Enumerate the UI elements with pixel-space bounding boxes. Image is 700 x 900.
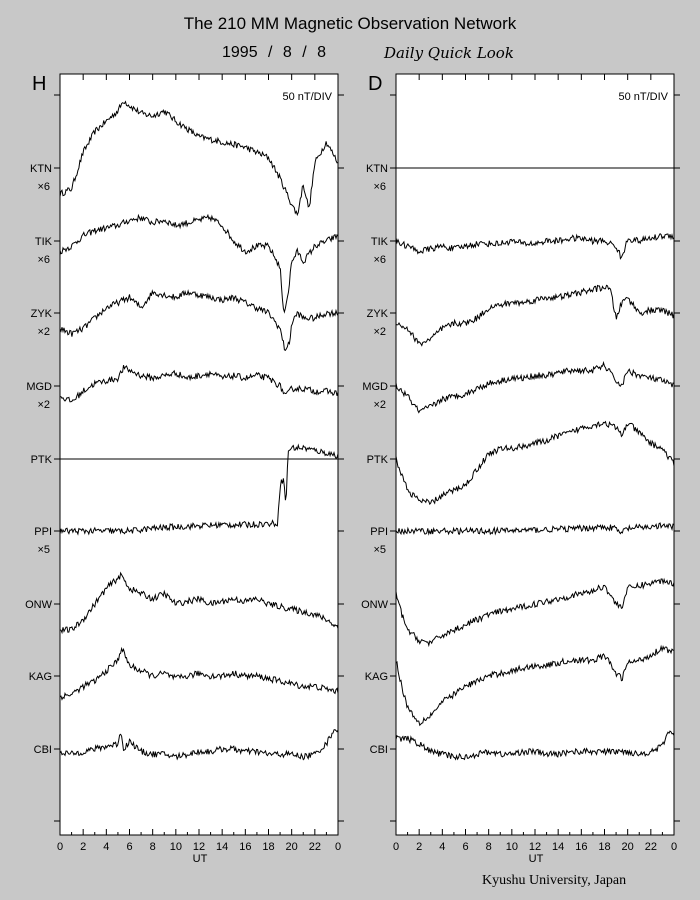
- station-multiplier: ×2: [373, 399, 386, 411]
- chart-date: 1995 / 8 / 8: [222, 44, 327, 61]
- station-multiplier: ×6: [373, 254, 386, 266]
- station-label-kag: KAG: [365, 671, 388, 683]
- x-tick-label: 20: [622, 841, 634, 853]
- x-tick-label: 22: [645, 841, 657, 853]
- station-label-zyk: ZYK: [31, 308, 53, 320]
- trace-zyk: [395, 284, 675, 347]
- scale-label: 50 nT/DIV: [282, 91, 332, 103]
- station-label-ppi: PPI: [34, 526, 52, 538]
- panel-frame: [395, 73, 675, 836]
- x-tick-label: 2: [80, 841, 86, 853]
- x-tick-label: 14: [552, 841, 564, 853]
- x-tick-label: 6: [462, 841, 468, 853]
- x-tick-label: 12: [193, 841, 205, 853]
- x-tick-label: 16: [239, 841, 251, 853]
- trace-onw: [59, 571, 339, 635]
- x-tick-label: 4: [439, 841, 445, 853]
- trace-tik: [395, 232, 675, 260]
- station-label-mgd: MGD: [26, 381, 52, 393]
- x-tick-label: 0: [57, 841, 63, 853]
- station-label-cbi: CBI: [370, 744, 388, 756]
- panel-label: D: [368, 73, 382, 95]
- x-tick-label: 18: [262, 841, 274, 853]
- station-multiplier: ×2: [373, 326, 386, 338]
- station-label-kag: KAG: [29, 671, 52, 683]
- x-tick-label: 20: [286, 841, 298, 853]
- x-axis-label: UT: [193, 853, 208, 865]
- x-tick-label: 8: [150, 841, 156, 853]
- trace-kag: [395, 644, 675, 727]
- station-multiplier: ×2: [37, 399, 50, 411]
- x-tick-label: 2: [416, 841, 422, 853]
- chart-title: The 210 MM Magnetic Observation Network: [183, 14, 517, 33]
- panel-h: H 50 nT/DIV KTN ×6 TIK ×6 ZYK ×2 MGD ×2 PTK PPI ×5 ON…: [25, 73, 344, 865]
- trace-kag: [59, 646, 339, 701]
- station-label-tik: TIK: [35, 236, 53, 248]
- trace-mgd: [395, 360, 675, 414]
- station-label-ppi: PPI: [370, 526, 388, 538]
- trace-cbi: [395, 730, 675, 761]
- scale-label: 50 nT/DIV: [618, 91, 668, 103]
- trace-cbi: [59, 729, 339, 761]
- chart-footer: Kyushu University, Japan: [482, 873, 627, 888]
- station-label-ptk: PTK: [367, 454, 389, 466]
- trace-zyk: [59, 289, 339, 351]
- trace-mgd: [59, 365, 339, 403]
- x-tick-label: 18: [598, 841, 610, 853]
- station-label-cbi: CBI: [34, 744, 52, 756]
- station-multiplier: ×2: [37, 326, 50, 338]
- x-tick-label: 4: [103, 841, 109, 853]
- station-label-onw: ONW: [25, 599, 53, 611]
- x-tick-label: 12: [529, 841, 541, 853]
- station-label-tik: TIK: [371, 236, 389, 248]
- station-label-ptk: PTK: [31, 454, 53, 466]
- x-tick-label: 16: [575, 841, 587, 853]
- station-multiplier: ×6: [373, 181, 386, 193]
- x-tick-label: 22: [309, 841, 321, 853]
- trace-ppi: [395, 522, 675, 536]
- chart-subtitle: Daily Quick Look: [384, 44, 514, 62]
- x-tick-label: 0: [335, 841, 341, 853]
- station-multiplier: ×5: [37, 544, 50, 556]
- x-tick-label: 10: [506, 841, 518, 853]
- x-tick-label: 0: [393, 841, 399, 853]
- trace-onw: [395, 577, 675, 648]
- x-tick-label: 0: [671, 841, 677, 853]
- x-tick-label: 8: [486, 841, 492, 853]
- x-tick-label: 14: [216, 841, 228, 853]
- trace-tik: [59, 213, 339, 314]
- station-multiplier: ×6: [37, 254, 50, 266]
- trace-ktn: [59, 100, 339, 217]
- x-tick-label: 10: [170, 841, 182, 853]
- station-multiplier: ×5: [373, 544, 386, 556]
- trace-ppi: [59, 443, 339, 536]
- x-axis-label: UT: [529, 853, 544, 865]
- station-label-onw: ONW: [361, 599, 389, 611]
- station-label-ktn: KTN: [366, 163, 388, 175]
- x-tick-label: 6: [126, 841, 132, 853]
- trace-ptk: [395, 420, 675, 506]
- panel-label: H: [32, 73, 46, 95]
- station-label-mgd: MGD: [362, 381, 388, 393]
- station-multiplier: ×6: [37, 181, 50, 193]
- panel-frame: [59, 73, 339, 836]
- panel-d: D 50 nT/DIV KTN ×6 TIK ×6 ZYK ×2 MGD ×2 PTK PPI ×5 ON…: [361, 73, 680, 865]
- station-label-ktn: KTN: [30, 163, 52, 175]
- station-label-zyk: ZYK: [367, 308, 389, 320]
